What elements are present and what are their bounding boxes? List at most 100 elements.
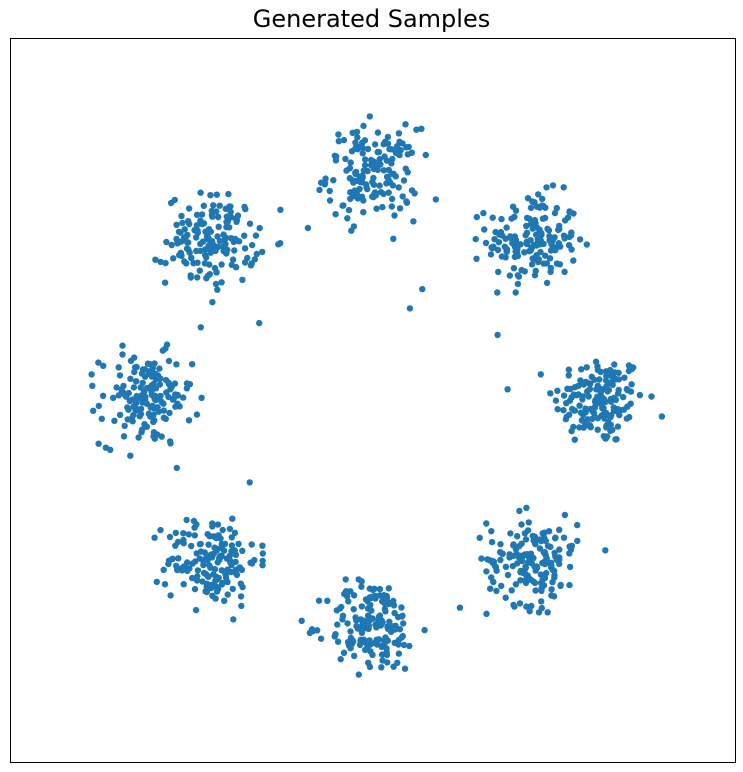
scatter-point (204, 272, 212, 280)
scatter-point (212, 280, 220, 288)
scatter-point (498, 215, 505, 223)
scatter-point (517, 552, 524, 559)
scatter-point (178, 212, 185, 220)
scatter-point (226, 525, 234, 533)
scatter-point (530, 554, 537, 562)
scatter-point (238, 602, 245, 610)
scatter-point (488, 244, 495, 251)
scatter-point (607, 372, 614, 379)
scatter-point (508, 215, 515, 222)
scatter-point (259, 248, 266, 256)
scatter-point (382, 608, 389, 615)
scatter-point (402, 165, 409, 172)
scatter-point (119, 351, 126, 358)
scatter-point (141, 373, 149, 380)
scatter-point (387, 624, 395, 631)
scatter-point (552, 397, 560, 404)
scatter-point (395, 130, 403, 137)
scatter-point (229, 585, 236, 593)
scatter-point (196, 541, 204, 548)
scatter-point (547, 264, 555, 272)
scatter-point (237, 580, 244, 587)
scatter-point (223, 250, 230, 257)
scatter-point (224, 591, 231, 598)
scatter-point (132, 407, 139, 414)
scatter-point (538, 202, 546, 209)
scatter-point (152, 370, 160, 378)
scatter-point (89, 382, 96, 389)
scatter-point (381, 153, 388, 160)
scatter-point (616, 411, 623, 419)
scatter-point (379, 657, 386, 664)
scatter-point (375, 620, 382, 627)
scatter-point (411, 190, 418, 197)
scatter-point (160, 400, 167, 407)
scatter-point (615, 386, 622, 394)
scatter-point (366, 637, 373, 644)
scatter-point (379, 203, 386, 211)
scatter-point (594, 426, 601, 433)
scatter-point (401, 665, 409, 672)
scatter-point (165, 560, 172, 568)
scatter-point (636, 391, 644, 399)
scatter-point (380, 592, 388, 599)
scatter-point (222, 574, 230, 582)
scatter-point (362, 156, 369, 163)
scatter-point (372, 595, 379, 602)
scatter-point (343, 167, 350, 174)
scatter-point (369, 586, 376, 593)
scatter-point (552, 535, 559, 542)
scatter-point (229, 515, 236, 522)
scatter-point (173, 464, 180, 472)
scatter-point (566, 411, 573, 418)
scatter-point (162, 259, 169, 267)
scatter-point (196, 267, 203, 274)
scatter-point (342, 588, 350, 595)
scatter-point (155, 408, 162, 415)
scatter-point (549, 182, 557, 189)
scatter-point (576, 236, 584, 243)
scatter-point (231, 247, 238, 254)
scatter-point (185, 417, 193, 424)
scatter-point (322, 175, 329, 182)
scatter-point (368, 607, 375, 614)
scatter-point (259, 562, 266, 569)
scatter-point (381, 600, 388, 607)
scatter-point (538, 587, 545, 595)
scatter-point (253, 250, 260, 258)
scatter-point (538, 598, 545, 605)
scatter-point (130, 384, 138, 391)
scatter-point (523, 222, 530, 230)
scatter-point (538, 537, 545, 545)
scatter-point (152, 256, 159, 263)
scatter-point (487, 251, 495, 258)
scatter-point (215, 223, 222, 230)
scatter-point (628, 381, 635, 388)
scatter-point (204, 552, 212, 559)
scatter-point (361, 162, 369, 169)
scatter-point (166, 438, 174, 445)
scatter-point (167, 199, 175, 207)
scatter-point (213, 191, 220, 198)
scatter-point (524, 527, 532, 534)
scatter-point (560, 184, 567, 191)
scatter-point (376, 585, 384, 593)
scatter-point (334, 638, 342, 645)
scatter-point (192, 606, 200, 614)
scatter-point (186, 220, 193, 228)
scatter-point (241, 259, 249, 266)
scatter-point (596, 376, 603, 383)
scatter-point (218, 567, 225, 574)
scatter-point (400, 620, 407, 627)
scatter-point (510, 552, 517, 559)
scatter-point (180, 581, 187, 588)
scatter-point (551, 234, 558, 241)
scatter-point (166, 409, 173, 417)
scatter-point (574, 521, 581, 529)
scatter-point (611, 361, 618, 368)
scatter-point (173, 361, 180, 368)
scatter-point (529, 532, 536, 540)
scatter-point (163, 341, 171, 348)
scatter-point (586, 422, 594, 429)
scatter-point (118, 387, 125, 394)
